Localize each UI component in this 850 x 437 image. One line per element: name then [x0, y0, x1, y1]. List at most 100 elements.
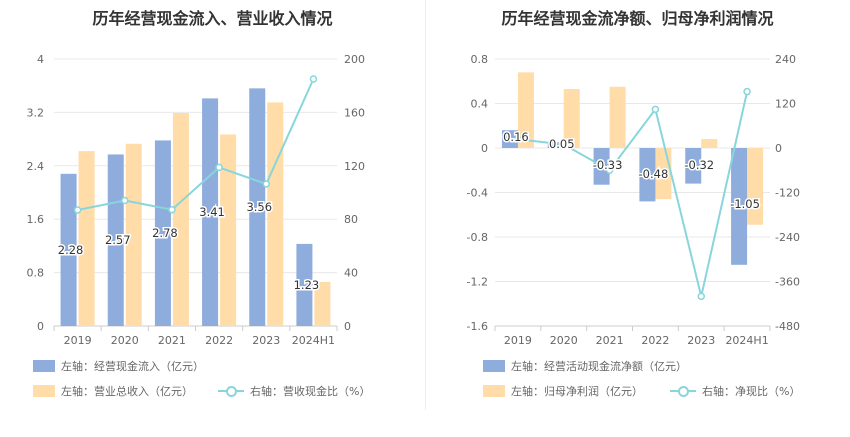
y-right-tick-label: -360 — [775, 276, 800, 289]
ratio-point — [309, 75, 318, 83]
bar-secondary — [220, 134, 237, 326]
y-left-tick-label: 0 — [481, 142, 488, 155]
y-right-tick-label: -240 — [775, 231, 800, 244]
y-right-tick-label: 40 — [344, 267, 358, 280]
legend-swatch — [483, 385, 505, 397]
bar-primary — [154, 140, 171, 326]
bar-secondary — [517, 72, 534, 148]
bar-primary — [249, 88, 266, 327]
y-left-tick-label: 3.2 — [27, 106, 45, 119]
bar-secondary — [609, 86, 626, 148]
ratio-point — [605, 166, 614, 174]
x-tick-label: 2020 — [550, 334, 578, 347]
ratio-point — [168, 205, 176, 214]
bar-secondary — [78, 151, 95, 326]
panel-divider — [425, 0, 426, 410]
legend-item-revenue[interactable]: 左轴：营业总收入（亿元） — [33, 383, 193, 399]
x-tick-label: 2021 — [158, 334, 186, 347]
x-tick-label: 2024H1 — [725, 334, 768, 347]
ratio-point — [514, 135, 522, 144]
legend-item-revenue-cash-ratio[interactable]: 右轴：营收现金比（%） — [218, 383, 370, 399]
y-left-tick-label: 0.8 — [471, 53, 489, 66]
bar-secondary — [747, 148, 764, 225]
bar-secondary — [172, 113, 189, 326]
legend-item-net-cash-ratio[interactable]: 右轴：净现比（%） — [670, 383, 800, 399]
ratio-point — [651, 105, 660, 114]
ratio-point — [697, 292, 705, 301]
ratio-point — [121, 196, 129, 205]
ratio-point — [743, 87, 751, 96]
legend-line-swatch — [670, 385, 696, 397]
legend-swatch — [33, 360, 55, 372]
legend-item-cash-inflow[interactable]: 左轴：经营现金流入（亿元） — [33, 358, 204, 374]
legend-label: 左轴：营业总收入（亿元） — [61, 385, 193, 398]
y-right-tick-label: 200 — [344, 53, 365, 66]
ratio-line — [517, 91, 749, 297]
data-label: 2.78 — [152, 226, 178, 240]
x-tick-label: 2022 — [205, 334, 233, 347]
x-tick-label: 2023 — [687, 334, 715, 347]
right-chart-panel: 历年经营现金流净额、归母净利润情况 -1.6 -1.2 -0.8 -0.4 0 0.4 0.… — [425, 0, 850, 437]
y-right-tick-label: 160 — [344, 106, 365, 119]
x-tick-label: 2020 — [111, 334, 139, 347]
x-tick-label: 2019 — [504, 334, 532, 347]
x-tick-label: 2023 — [252, 334, 280, 347]
y-left-tick-label: -0.4 — [467, 187, 488, 200]
bar-primary — [296, 243, 313, 326]
ratio-point — [215, 163, 223, 172]
y-right-tick-label: -480 — [775, 320, 800, 333]
bar-primary — [202, 98, 219, 326]
legend-label: 右轴：净现比（%） — [702, 385, 801, 398]
y-left-tick-label: 0.8 — [27, 267, 45, 280]
legend-swatch — [483, 360, 505, 372]
bar-primary — [731, 148, 748, 265]
bar-secondary — [314, 281, 331, 326]
legend-line-swatch — [218, 385, 244, 397]
x-tick-label: 2022 — [641, 334, 669, 347]
legend-item-net-profit[interactable]: 左轴：归母净利润（亿元） — [483, 383, 643, 399]
y-right-tick-label: 0 — [775, 142, 782, 155]
bar-primary — [639, 148, 656, 202]
y-left-tick-label: 0.4 — [471, 98, 489, 111]
left-chart-panel: 历年经营现金流入、营业收入情况 0 0.8 1.6 2.4 3.2 4 0 40 80 120 16… — [27, 9, 371, 399]
y-left-tick-label: 0 — [37, 320, 44, 333]
ratio-point — [73, 206, 82, 214]
bar-primary — [60, 173, 77, 326]
legend-label: 左轴：经营现金流入（亿元） — [61, 360, 204, 373]
data-label: 3.56 — [246, 200, 272, 214]
y-right-tick-label: 240 — [775, 53, 796, 66]
legend-label: 左轴：经营活动现金流净额（亿元） — [511, 360, 687, 373]
y-left-tick-label: -1.2 — [467, 276, 488, 289]
bar-primary — [685, 148, 702, 184]
x-tick-label: 2024H1 — [292, 334, 335, 347]
bar-secondary — [701, 139, 718, 148]
data-label: 0.16 — [503, 130, 529, 144]
data-label: -0.48 — [639, 167, 669, 181]
data-label: 1.23 — [294, 278, 320, 292]
legend-label: 右轴：营收现金比（%） — [250, 385, 371, 398]
y-right-tick-label: -120 — [775, 187, 800, 200]
y-left-tick-label: -0.8 — [467, 231, 488, 244]
y-right-tick-label: 120 — [775, 98, 796, 111]
y-right-tick-label: 0 — [344, 320, 351, 333]
y-left-tick-label: 2.4 — [27, 160, 45, 173]
y-right-tick-label: 120 — [344, 160, 365, 173]
legend-label: 左轴：归母净利润（亿元） — [511, 385, 643, 398]
ratio-point — [262, 180, 270, 188]
data-label: -0.32 — [684, 158, 714, 172]
data-label: -1.05 — [730, 197, 760, 211]
chart-title: 历年经营现金流入、营业收入情况 — [92, 9, 333, 28]
data-label: 0.05 — [549, 137, 575, 151]
x-tick-label: 2019 — [64, 334, 92, 347]
ratio-line — [77, 78, 315, 211]
data-label: 3.41 — [199, 205, 225, 219]
chart-plot: -1.6 -1.2 -0.8 -0.4 0 0.4 0.8 -480 -360 -240 -120 0… — [467, 53, 800, 347]
bar-primary — [501, 130, 518, 148]
chart-title: 历年经营现金流净额、归母净利润情况 — [501, 9, 774, 28]
y-left-tick-label: 1.6 — [27, 213, 45, 226]
bar-primary — [547, 142, 564, 148]
legend-item-net-cash-flow[interactable]: 左轴：经营活动现金流净额（亿元） — [483, 358, 687, 374]
bar-secondary — [563, 89, 580, 148]
data-label: -0.33 — [593, 158, 623, 172]
